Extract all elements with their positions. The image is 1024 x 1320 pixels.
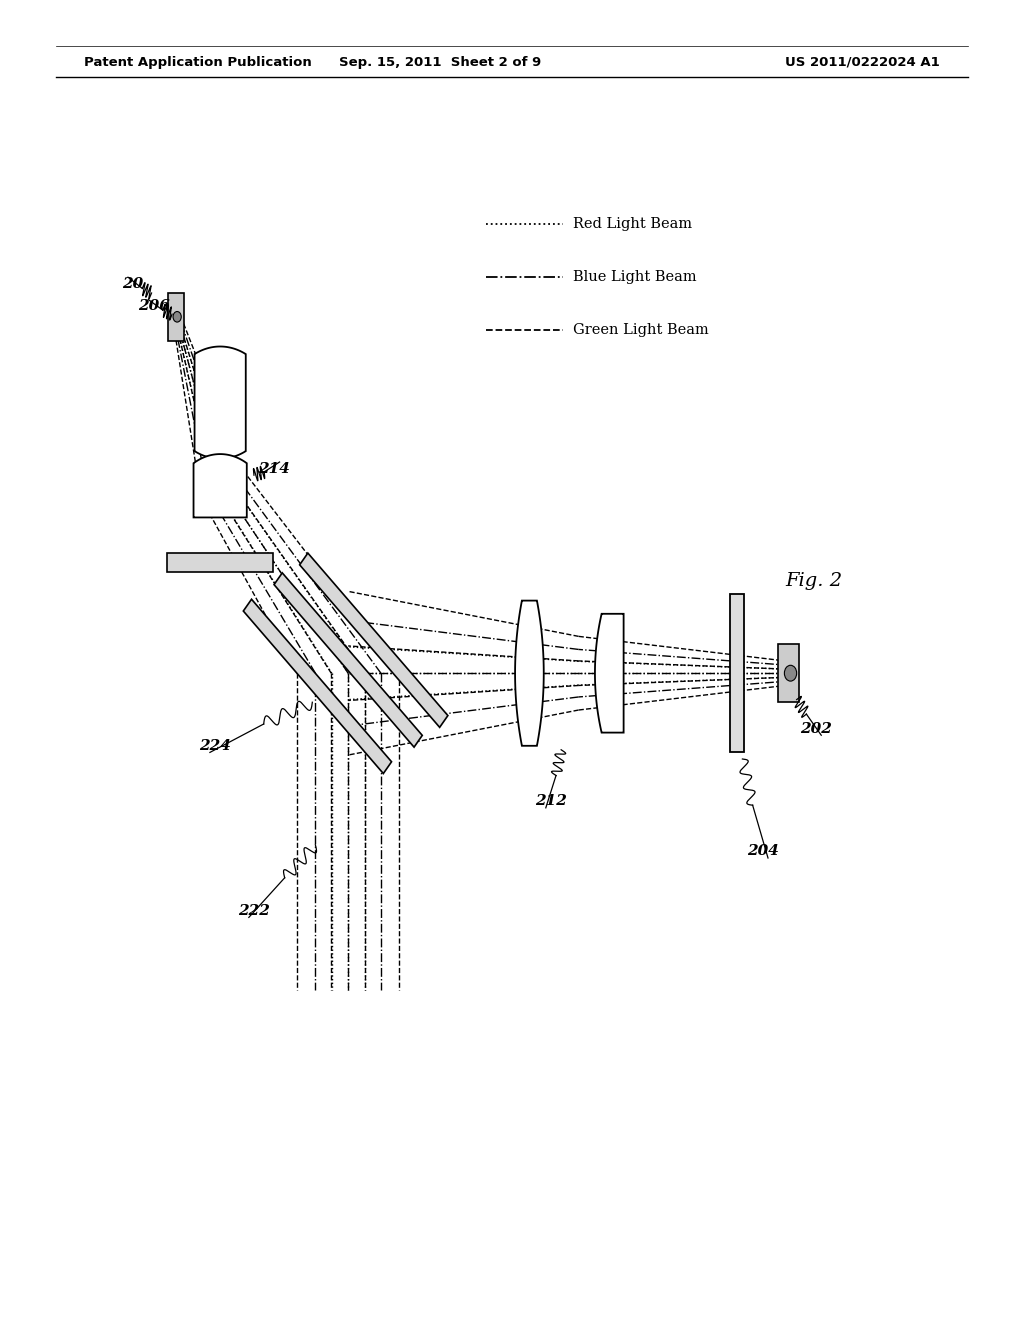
Polygon shape (244, 599, 391, 774)
Text: 212: 212 (535, 795, 567, 808)
Polygon shape (515, 601, 544, 746)
Text: 202: 202 (800, 722, 833, 735)
Text: 20: 20 (123, 277, 143, 290)
Polygon shape (195, 347, 246, 458)
Text: 224: 224 (199, 739, 231, 752)
Bar (778, 644, 799, 702)
Polygon shape (274, 573, 422, 747)
Bar (730, 594, 744, 752)
Text: Green Light Beam: Green Light Beam (573, 323, 710, 337)
Text: US 2011/0222024 A1: US 2011/0222024 A1 (785, 55, 940, 69)
Text: Sep. 15, 2011  Sheet 2 of 9: Sep. 15, 2011 Sheet 2 of 9 (339, 55, 542, 69)
Text: Blue Light Beam: Blue Light Beam (573, 271, 697, 284)
Bar (168, 293, 184, 341)
Polygon shape (595, 614, 624, 733)
Text: Patent Application Publication: Patent Application Publication (84, 55, 311, 69)
Text: 204: 204 (746, 845, 779, 858)
Bar (167, 553, 273, 572)
Text: 206: 206 (137, 300, 170, 313)
Circle shape (173, 312, 181, 322)
Text: 214: 214 (258, 462, 291, 475)
Text: 222: 222 (238, 904, 270, 917)
Circle shape (784, 665, 797, 681)
Text: Fig. 2: Fig. 2 (785, 572, 843, 590)
Polygon shape (194, 454, 247, 517)
Text: Red Light Beam: Red Light Beam (573, 218, 692, 231)
Polygon shape (300, 553, 447, 727)
